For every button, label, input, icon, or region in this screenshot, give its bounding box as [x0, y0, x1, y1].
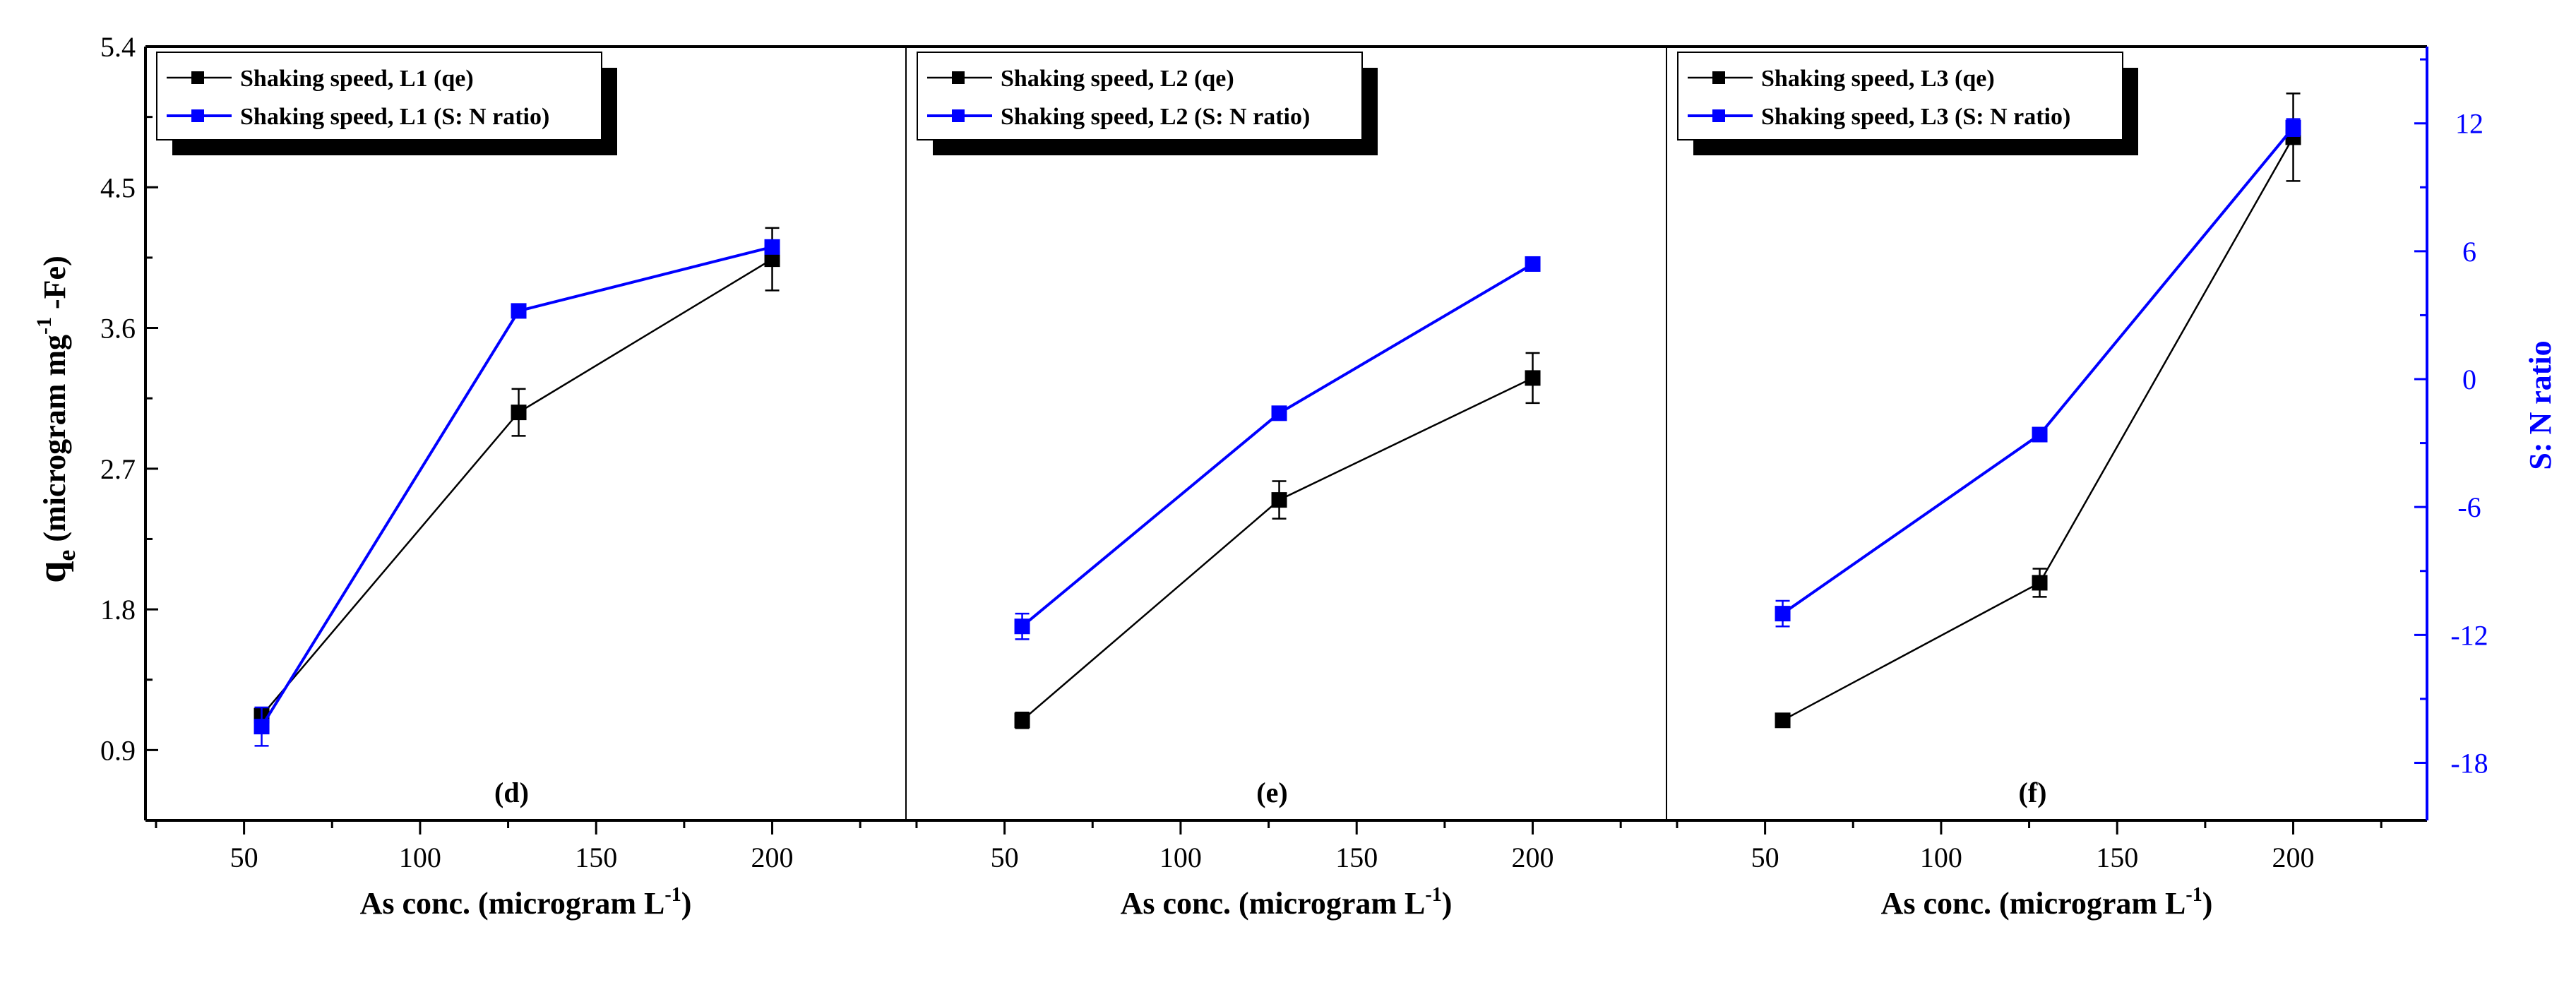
x-tick-label: 200 [751, 842, 794, 873]
left-y-tick-label: 5.4 [100, 31, 136, 63]
legend-marker [1712, 71, 1725, 84]
x-tick-label: 100 [399, 842, 441, 873]
data-point-marker [2032, 575, 2048, 591]
data-series [254, 92, 2301, 747]
data-point-marker [2032, 426, 2048, 443]
right-y-tick-label: 0 [2462, 364, 2476, 395]
plot-frame [144, 45, 2428, 822]
series-line [1021, 263, 1534, 628]
legend-entry-label: Shaking speed, L3 (S: N ratio) [1761, 104, 2070, 130]
legend-box [917, 52, 1363, 140]
legend-entry-label: Shaking speed, L2 (qe) [1001, 66, 1234, 92]
legend-entry-label: Shaking speed, L2 (S: N ratio) [1001, 104, 1310, 130]
panel-2 [1775, 92, 2301, 729]
data-point-marker [764, 251, 780, 268]
legend-box [1677, 52, 2123, 140]
right-y-tick-label: 6 [2462, 236, 2476, 268]
series-line [1782, 126, 2295, 615]
right-y-tick-label: 12 [2455, 108, 2483, 140]
data-point-marker [1525, 370, 1541, 386]
x-tick-label: 50 [230, 842, 258, 873]
left-y-tick-label: 1.8 [100, 594, 136, 626]
panel-label: (e) [1256, 777, 1287, 808]
x-axis-title: As conc. (microgram L-1) [1881, 884, 2213, 921]
axis-titles: (d) As conc. (microgram L-1) (e) As conc. (… [30, 256, 2558, 921]
panel-1 [1014, 256, 1541, 729]
data-point-marker [511, 405, 527, 421]
legend-entry-label: Shaking speed, L1 (S: N ratio) [240, 104, 549, 130]
left-y-tick-label: 3.6 [100, 313, 136, 345]
x-tick-label: 150 [2096, 842, 2138, 873]
data-point-marker [1014, 618, 1030, 635]
left-y-tick-label: 0.9 [100, 734, 136, 766]
x-tick-label: 100 [1920, 842, 1962, 873]
right-y-tick-label: -18 [2450, 747, 2488, 779]
series-line [1021, 377, 1534, 722]
series-line [261, 258, 773, 717]
data-point-marker [1014, 712, 1030, 729]
data-point-marker [1271, 405, 1287, 421]
legend-marker [191, 109, 204, 122]
x-tick-label: 50 [991, 842, 1019, 873]
x-tick-label: 200 [2272, 842, 2315, 873]
legend: Shaking speed, L2 (qe) Shaking speed, L2 … [917, 52, 1378, 155]
panel-0 [254, 227, 780, 747]
data-point-marker [764, 239, 780, 255]
left-y-tick-label: 2.7 [100, 453, 136, 485]
right-y-tick-label: -12 [2450, 619, 2488, 651]
data-point-marker [2285, 119, 2301, 136]
panel-label: (f) [2019, 777, 2047, 808]
x-tick-label: 150 [1335, 842, 1378, 873]
x-axis-title: As conc. (microgram L-1) [360, 884, 692, 921]
legend-entry-label: Shaking speed, L1 (qe) [240, 66, 474, 92]
legend-marker [952, 109, 965, 122]
data-point-marker [1775, 712, 1791, 729]
data-point-marker [1525, 256, 1541, 272]
legends: Shaking speed, L1 (qe) Shaking speed, L1 … [156, 52, 2138, 155]
legend-marker [1712, 109, 1725, 122]
right-y-axis-title: S: N ratio [2523, 340, 2558, 469]
legend: Shaking speed, L3 (qe) Shaking speed, L3 … [1677, 52, 2138, 155]
data-point-marker [1271, 492, 1287, 508]
legend: Shaking speed, L1 (qe) Shaking speed, L1 … [156, 52, 617, 155]
x-tick-label: 100 [1159, 842, 1202, 873]
legend-marker [191, 71, 204, 84]
x-tick-label: 150 [575, 842, 617, 873]
legend-entry-label: Shaking speed, L3 (qe) [1761, 66, 1995, 92]
x-tick-label: 50 [1751, 842, 1779, 873]
data-point-marker [511, 303, 527, 319]
series-line [260, 245, 773, 728]
x-tick-label: 200 [1512, 842, 1554, 873]
right-y-tick-label: -6 [2457, 491, 2481, 523]
x-axis-title: As conc. (microgram L-1) [1121, 884, 1453, 921]
left-y-tick-label: 4.5 [100, 172, 136, 203]
data-point-marker [254, 719, 270, 735]
left-y-axis-title: qe (microgram mg-1 -Fe) [30, 256, 80, 583]
legend-marker [952, 71, 965, 84]
data-point-marker [1775, 606, 1791, 622]
panel-label: (d) [494, 777, 529, 808]
legend-box [156, 52, 602, 140]
axis-ticks: 0.9 1.8 2.7 3.6 4.5 5.4 -18 -12 -6 0 6 12 50 100 150 20… [100, 31, 2488, 873]
